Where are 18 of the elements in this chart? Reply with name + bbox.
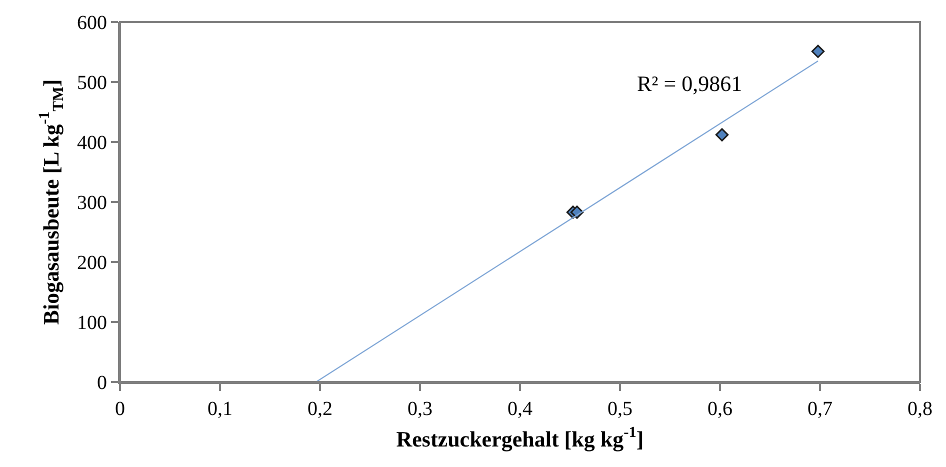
- y-tick-label: 0: [97, 372, 107, 394]
- y-tick-label: 300: [77, 192, 107, 214]
- x-tick-label: 0,6: [708, 398, 732, 420]
- x-tick-label: 0,2: [308, 398, 332, 420]
- y-tick-label: 200: [77, 252, 107, 274]
- x-tick-label: 0,8: [908, 398, 932, 420]
- x-tick-label: 0,4: [508, 398, 532, 420]
- y-tick-label: 500: [77, 72, 107, 94]
- x-tick-label: 0,3: [408, 398, 432, 420]
- x-tick-label: 0: [115, 398, 125, 420]
- x-tick-label: 0,5: [608, 398, 632, 420]
- x-tick-label: 0,7: [808, 398, 832, 420]
- x-tick-label: 0,1: [208, 398, 232, 420]
- y-tick-label: 400: [77, 132, 107, 154]
- y-tick-label: 100: [77, 312, 107, 334]
- y-tick-label: 600: [77, 12, 107, 34]
- x-axis-title: Restzuckergehalt [kg kg$^{-1}$]: [396, 424, 644, 452]
- annotation: R² = 0,9861: [637, 71, 742, 96]
